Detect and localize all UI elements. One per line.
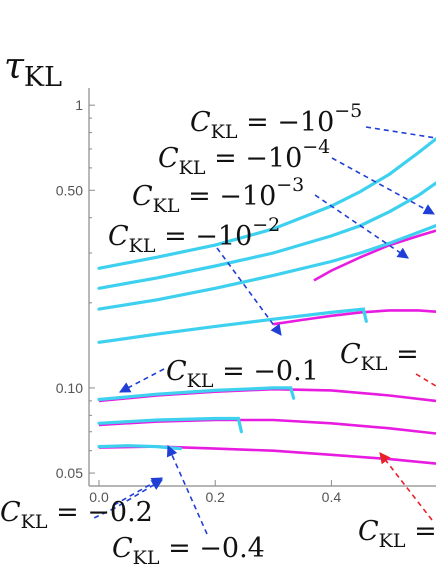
y-tick-label-0: 1 [75,97,83,113]
y-axis-label-main: τ [4,46,25,87]
arrow-c1e-3 [314,194,409,259]
annotation-c01: CKL = −0.1 [166,356,319,392]
arrow-c01 [119,368,165,393]
ticks: 1 0.50 0.10 0.05 0.0 0.2 0.4 [56,97,342,505]
arrow-c1e-5 [365,126,436,139]
cyan-series-line-1 [97,181,436,290]
annotation-c04: CKL = −0.4 [112,533,265,564]
cyan-series-line-4 [97,386,296,402]
arrow-c02-up [113,477,163,506]
magenta-series-line-0 [313,229,436,282]
y-tick-label-1: 0.50 [56,182,83,198]
x-tick-label-1: 0.2 [205,489,225,505]
arrow-c1e-2 [216,247,282,336]
y-tick-label-2: 0.10 [56,380,83,396]
annotation-right-lower: CKL = [358,516,436,552]
y-axis-label-sub: KL [24,62,62,93]
cyan-series-line-3 [97,307,368,344]
annotation-right-upper: CKL = [340,339,419,375]
annotation-c1e-4: CKL = −10−4 [158,136,330,179]
cyan-series-line-5 [97,416,243,434]
y-tick-label-3: 0.05 [56,465,83,481]
arrow-c1e-4 [331,157,435,215]
arrow-c02-b [93,507,116,519]
magenta-series-group [98,229,436,465]
y-axis-label: τKL [4,46,62,93]
arrow-c04 [166,444,208,535]
annotation-c1e-5: CKL = −10−5 [190,100,362,143]
cyan-series-line-2 [97,224,436,311]
x-tick-label-2: 0.4 [322,489,342,505]
annotation-c1e-2: CKL = −10−2 [108,214,280,257]
x-tick-label-0: 0.0 [89,489,109,505]
annotation-arrows-red [379,373,436,521]
annotation-c1e-3: CKL = −10−3 [132,174,304,217]
magenta-series-line-1 [273,309,436,326]
arrow-red-upper [415,373,436,387]
annotation-arrows-blue [93,126,436,535]
annotations: CKL = −10−5 CKL = −10−4 CKL = −10−3 CKL … [0,100,436,564]
annotation-c02: CKL = −0.2 [0,497,153,533]
